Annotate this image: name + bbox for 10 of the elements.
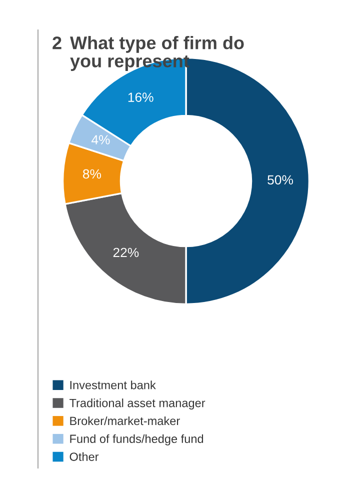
- data-label: 4%: [91, 135, 110, 144]
- legend-label: Other: [70, 452, 99, 461]
- data-label: 50%: [268, 175, 293, 185]
- legend-label: Fund of funds/hedge fund: [70, 434, 204, 446]
- legend-label: Broker/market-maker: [70, 416, 180, 426]
- data-label: 16%: [128, 92, 154, 102]
- legend-label: Traditional asset manager: [70, 398, 206, 410]
- legend-label: Investment bank: [70, 380, 156, 390]
- data-label: 8%: [82, 169, 102, 179]
- data-label: 22%: [113, 248, 139, 258]
